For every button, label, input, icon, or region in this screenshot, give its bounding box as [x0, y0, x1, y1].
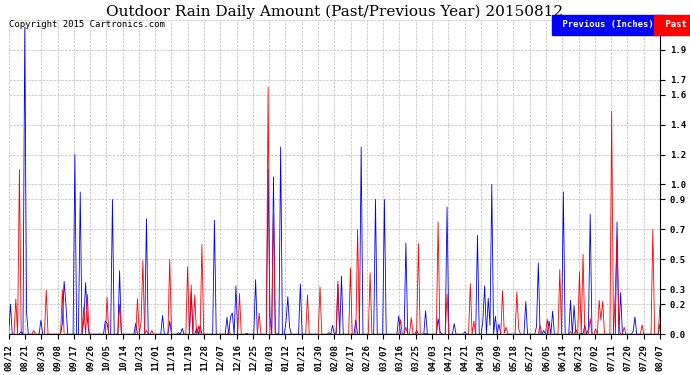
Text: Previous (Inches): Previous (Inches): [557, 20, 660, 29]
Title: Outdoor Rain Daily Amount (Past/Previous Year) 20150812: Outdoor Rain Daily Amount (Past/Previous…: [106, 4, 563, 18]
Text: Copyright 2015 Cartronics.com: Copyright 2015 Cartronics.com: [9, 20, 164, 29]
Text: Past (Inches): Past (Inches): [660, 20, 690, 29]
